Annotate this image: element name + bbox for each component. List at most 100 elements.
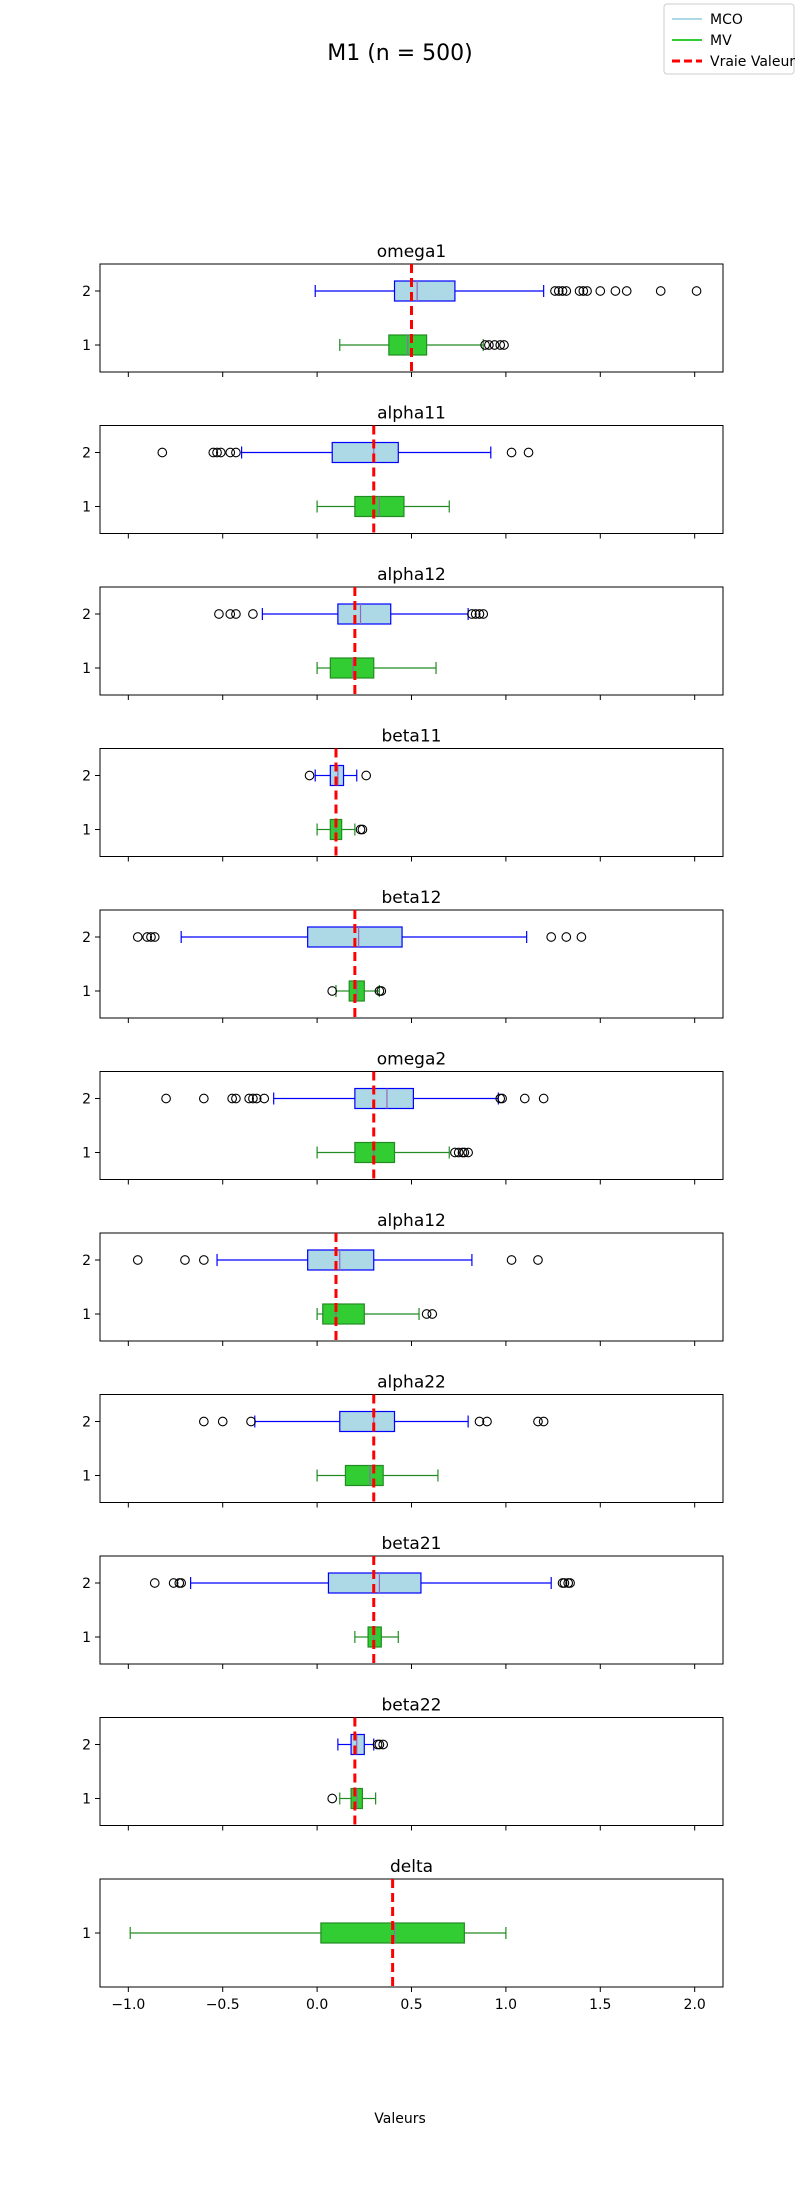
outlier-point (146, 932, 156, 942)
subplots: omega112alpha1112alpha1212beta1112beta12… (82, 242, 724, 2013)
box-mv: 1 (82, 657, 437, 679)
outlier-point (227, 1093, 238, 1104)
outlier-point (523, 447, 534, 458)
outlier-point (304, 770, 315, 781)
y-tick-label: 2 (82, 607, 91, 623)
outlier-point (212, 447, 222, 458)
axes-frame (99, 909, 724, 1019)
outlier-point (132, 932, 143, 942)
x-tick-label: 1.0 (495, 1997, 517, 2013)
box-mco: 2 (82, 1087, 549, 1110)
y-tick-label: 1 (82, 661, 91, 677)
x-tick-label: 1.5 (589, 1997, 611, 2013)
outlier-point (214, 609, 224, 619)
subplot-title: beta12 (382, 888, 442, 908)
outlier-point (506, 447, 517, 458)
y-tick-label: 1 (82, 338, 91, 354)
box-body (393, 280, 456, 302)
subplot-omega1: omega1 1 2 (82, 242, 724, 377)
subplot-beta22: beta22 1 2 (82, 1696, 724, 1831)
outlier-point (142, 932, 153, 942)
subplot-title: omega2 (377, 1050, 446, 1070)
outlier-point (495, 340, 506, 350)
y-tick-label: 2 (82, 1576, 91, 1592)
box-mv: 1 (82, 1303, 438, 1325)
y-tick-label: 1 (82, 984, 91, 1000)
y-tick-label: 2 (82, 446, 91, 462)
outlier-point (519, 1093, 530, 1104)
subplot-beta11: beta11 1 2 (82, 727, 724, 862)
axes-frame (99, 1717, 724, 1826)
outlier-point (208, 447, 219, 458)
y-tick-label: 1 (82, 1926, 91, 1942)
y-tick-label: 2 (82, 284, 91, 300)
outlier-point (198, 1255, 209, 1265)
outlier-point (595, 286, 606, 296)
outlier-point (538, 1093, 549, 1104)
outlier-point (499, 340, 509, 350)
outlier-point (655, 286, 666, 296)
outlier-point (553, 286, 564, 296)
outlier-point (427, 1309, 438, 1319)
x-axis-label: Valeurs (374, 2111, 426, 2127)
outlier-point (538, 1416, 549, 1427)
outlier-point (378, 1739, 389, 1750)
outlier-point (376, 986, 387, 996)
outlier-point (621, 286, 632, 296)
outlier-point (361, 770, 372, 781)
outlier-point (533, 1255, 543, 1265)
outlier-point (161, 1093, 171, 1104)
subplot-title: beta11 (382, 727, 442, 747)
subplot-title: alpha11 (377, 404, 446, 424)
y-tick-label: 1 (82, 1792, 91, 1808)
box-mco: 2 (82, 1572, 575, 1594)
legend-label: MCO (710, 12, 743, 28)
outlier-point (149, 932, 160, 942)
outlier-point (132, 1255, 143, 1265)
box-mco: 2 (82, 1410, 549, 1433)
outlier-point (217, 1416, 228, 1427)
outlier-point (578, 286, 589, 296)
box-mv: 1 (82, 980, 387, 1002)
outlier-point (327, 986, 338, 996)
box-body (329, 657, 375, 679)
outlier-point (691, 286, 702, 296)
box-mco: 2 (82, 1733, 389, 1756)
outlier-point (149, 1578, 160, 1588)
outlier-point (610, 286, 621, 296)
subplot-alpha11: alpha11 1 2 (82, 404, 724, 539)
axes-frame (99, 1394, 724, 1503)
outlier-point (506, 1255, 517, 1265)
outlier-point (546, 932, 557, 942)
y-tick-label: 1 (82, 1469, 91, 1485)
box-body (339, 1410, 396, 1433)
outlier-point (248, 609, 258, 619)
outlier-point (231, 447, 241, 458)
subplot-title: alpha22 (377, 1373, 446, 1393)
box-body (307, 1249, 375, 1271)
outlier-point (470, 609, 481, 619)
box-mv: 1 (82, 334, 509, 356)
x-tick-label: 0.5 (400, 1997, 422, 2013)
axes-frame (99, 1071, 724, 1180)
y-tick-label: 1 (82, 823, 91, 839)
outlier-point (450, 1147, 460, 1158)
x-tick-label: 0.0 (306, 1997, 328, 2013)
x-tick-label: −1.0 (111, 1997, 145, 2013)
outlier-point (557, 286, 568, 296)
outlier-point (327, 1793, 338, 1804)
outlier-point (174, 1578, 185, 1588)
box-mco: 2 (82, 280, 702, 302)
y-tick-label: 1 (82, 500, 91, 516)
y-tick-label: 2 (82, 769, 91, 785)
subplot-title: beta21 (382, 1534, 442, 1554)
outlier-point (561, 932, 572, 942)
outlier-point (355, 824, 366, 835)
outlier-point (244, 1093, 254, 1104)
outlier-point (168, 1578, 179, 1588)
box-mv: 1 (82, 1626, 399, 1648)
box-mco: 2 (82, 603, 489, 625)
outlier-point (497, 1093, 507, 1104)
legend: MCO MV Vraie Valeur (663, 3, 795, 75)
